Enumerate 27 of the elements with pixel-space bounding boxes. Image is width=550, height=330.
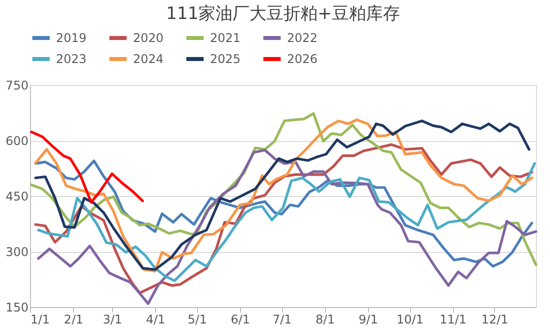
x-tick-label: 4/1 — [146, 312, 166, 326]
x-tick-label: 7/1 — [272, 312, 292, 326]
x-tick-label: 5/1 — [188, 312, 207, 326]
line-series — [30, 130, 144, 204]
y-tick-label: 600 — [6, 134, 28, 148]
y-tick-label: 750 — [6, 78, 28, 92]
legend-label: 2022 — [287, 31, 318, 45]
legend-label: 2020 — [133, 31, 164, 45]
x-tick-label: 3/1 — [102, 312, 122, 326]
legend-label: 2024 — [133, 52, 164, 66]
x-tick-label: 8/1 — [316, 312, 335, 326]
legend-label: 2023 — [56, 52, 87, 66]
x-tick-label: 10/1 — [396, 312, 424, 326]
x-tick-label: 11/1 — [440, 312, 467, 326]
y-tick-label: 300 — [6, 245, 28, 259]
x-tick-label: 1/1 — [30, 312, 50, 326]
legend-label: 2019 — [56, 31, 87, 45]
x-tick-label: 2/1 — [64, 312, 84, 326]
y-tick-label: 150 — [6, 300, 28, 314]
chart-title: 111家油厂大豆折粕+豆粕库存 — [166, 4, 400, 24]
x-tick-label: 12/1 — [481, 312, 508, 326]
y-tick-label: 450 — [6, 190, 28, 204]
legend-label: 2021 — [210, 31, 241, 45]
legend-label: 2026 — [287, 52, 318, 66]
x-tick-label: 6/1 — [230, 312, 250, 326]
x-tick-label: 9/1 — [358, 312, 378, 326]
legend-label: 2025 — [210, 52, 241, 66]
